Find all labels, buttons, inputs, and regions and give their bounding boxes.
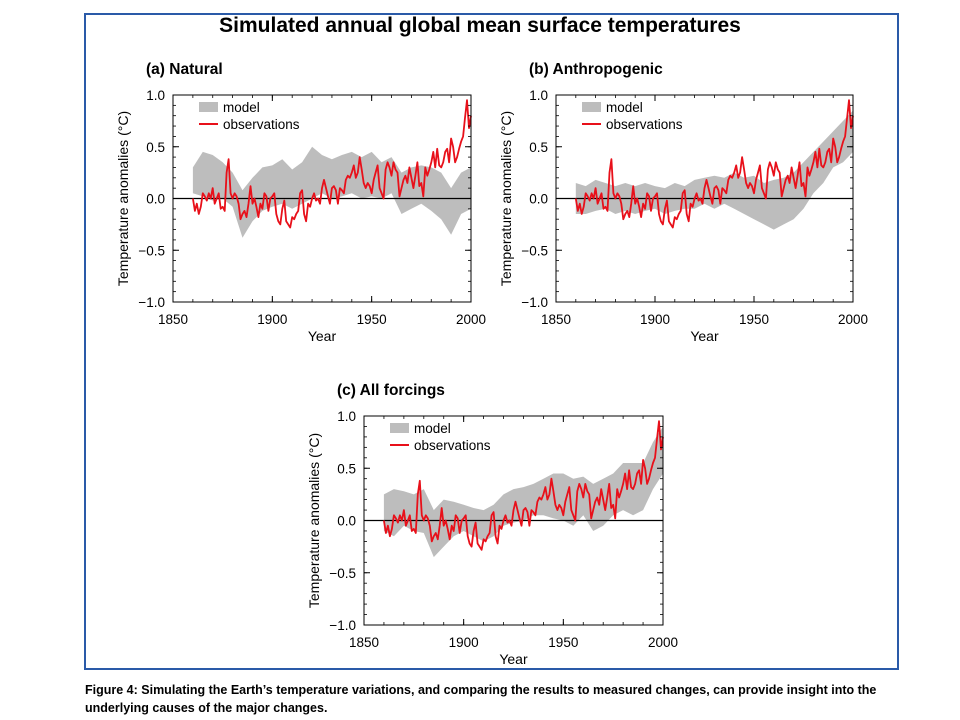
chart-3-legend-model-swatch <box>390 423 409 433</box>
chart-1-panel-title: (a) Natural <box>146 61 223 78</box>
chart-3-x-tick-label: 1900 <box>449 635 479 650</box>
chart-1-x-tick-label: 1900 <box>257 312 287 327</box>
chart-1-y-axis-title: Temperature anomalies (°C) <box>115 111 131 286</box>
chart-1-legend-observations-label: observations <box>223 117 300 132</box>
chart-1-y-tick-label: −0.5 <box>138 243 165 258</box>
chart-3-x-tick-label: 1950 <box>548 635 578 650</box>
chart-1-y-tick-label: 1.0 <box>146 88 165 103</box>
chart-1-y-tick-label: 0.5 <box>146 140 165 155</box>
chart-2-x-axis-title: Year <box>690 328 719 344</box>
chart-1-y-tick-label: 0.0 <box>146 192 165 207</box>
chart-1-legend-model-swatch <box>199 102 218 112</box>
chart-2-observations-line <box>574 99 854 229</box>
chart-3-legend-model-label: model <box>414 421 451 436</box>
chart-2-x-tick-label: 1850 <box>541 312 571 327</box>
chart-3-y-tick-label: 0.0 <box>337 514 356 529</box>
chart-3-x-axis-title: Year <box>499 651 528 667</box>
chart-3-y-tick-label: −1.0 <box>329 618 356 633</box>
chart-2-x-tick-label: 1900 <box>640 312 670 327</box>
chart-2-y-axis-title: Temperature anomalies (°C) <box>498 111 514 286</box>
chart-2-panel-title: (b) Anthropogenic <box>529 61 663 78</box>
chart-3-y-tick-label: 1.0 <box>337 409 356 424</box>
chart-3-observations-line <box>383 420 664 551</box>
chart-3-y-tick-label: −0.5 <box>329 566 356 581</box>
chart-1-x-tick-label: 2000 <box>456 312 486 327</box>
chart-2-legend-observations-label: observations <box>606 117 683 132</box>
chart-2-y-tick-label: 0.0 <box>529 192 548 207</box>
figure-title: Simulated annual global mean surface tem… <box>219 14 741 37</box>
chart-3-panel-title: (c) All forcings <box>337 382 445 399</box>
chart-2-model-band <box>575 110 853 230</box>
chart-1-x-tick-label: 1950 <box>357 312 387 327</box>
chart-2-y-tick-label: 1.0 <box>529 88 548 103</box>
figure-caption: Figure 4: Simulating the Earth’s tempera… <box>85 683 877 715</box>
chart-3-y-tick-label: 0.5 <box>337 461 356 476</box>
chart-3-legend-observations-label: observations <box>414 438 491 453</box>
chart-2-legend-model-swatch <box>582 102 601 112</box>
chart-2-y-tick-label: −1.0 <box>521 295 548 310</box>
figure-frame <box>84 13 899 670</box>
chart-2-y-tick-label: 0.5 <box>529 140 548 155</box>
chart-1-legend-model-label: model <box>223 100 260 115</box>
chart-1-x-tick-label: 1850 <box>158 312 188 327</box>
chart-2-x-tick-label: 1950 <box>739 312 769 327</box>
chart-3-x-tick-label: 1850 <box>349 635 379 650</box>
chart-2-y-tick-label: −0.5 <box>521 243 548 258</box>
chart-2-legend-model-label: model <box>606 100 643 115</box>
chart-1-observations-line <box>192 99 472 229</box>
chart-2-x-tick-label: 2000 <box>838 312 868 327</box>
chart-1-y-tick-label: −1.0 <box>138 295 165 310</box>
chart-1-x-axis-title: Year <box>308 328 337 344</box>
chart-3-y-axis-title: Temperature anomalies (°C) <box>306 433 322 608</box>
chart-3-x-tick-label: 2000 <box>648 635 678 650</box>
